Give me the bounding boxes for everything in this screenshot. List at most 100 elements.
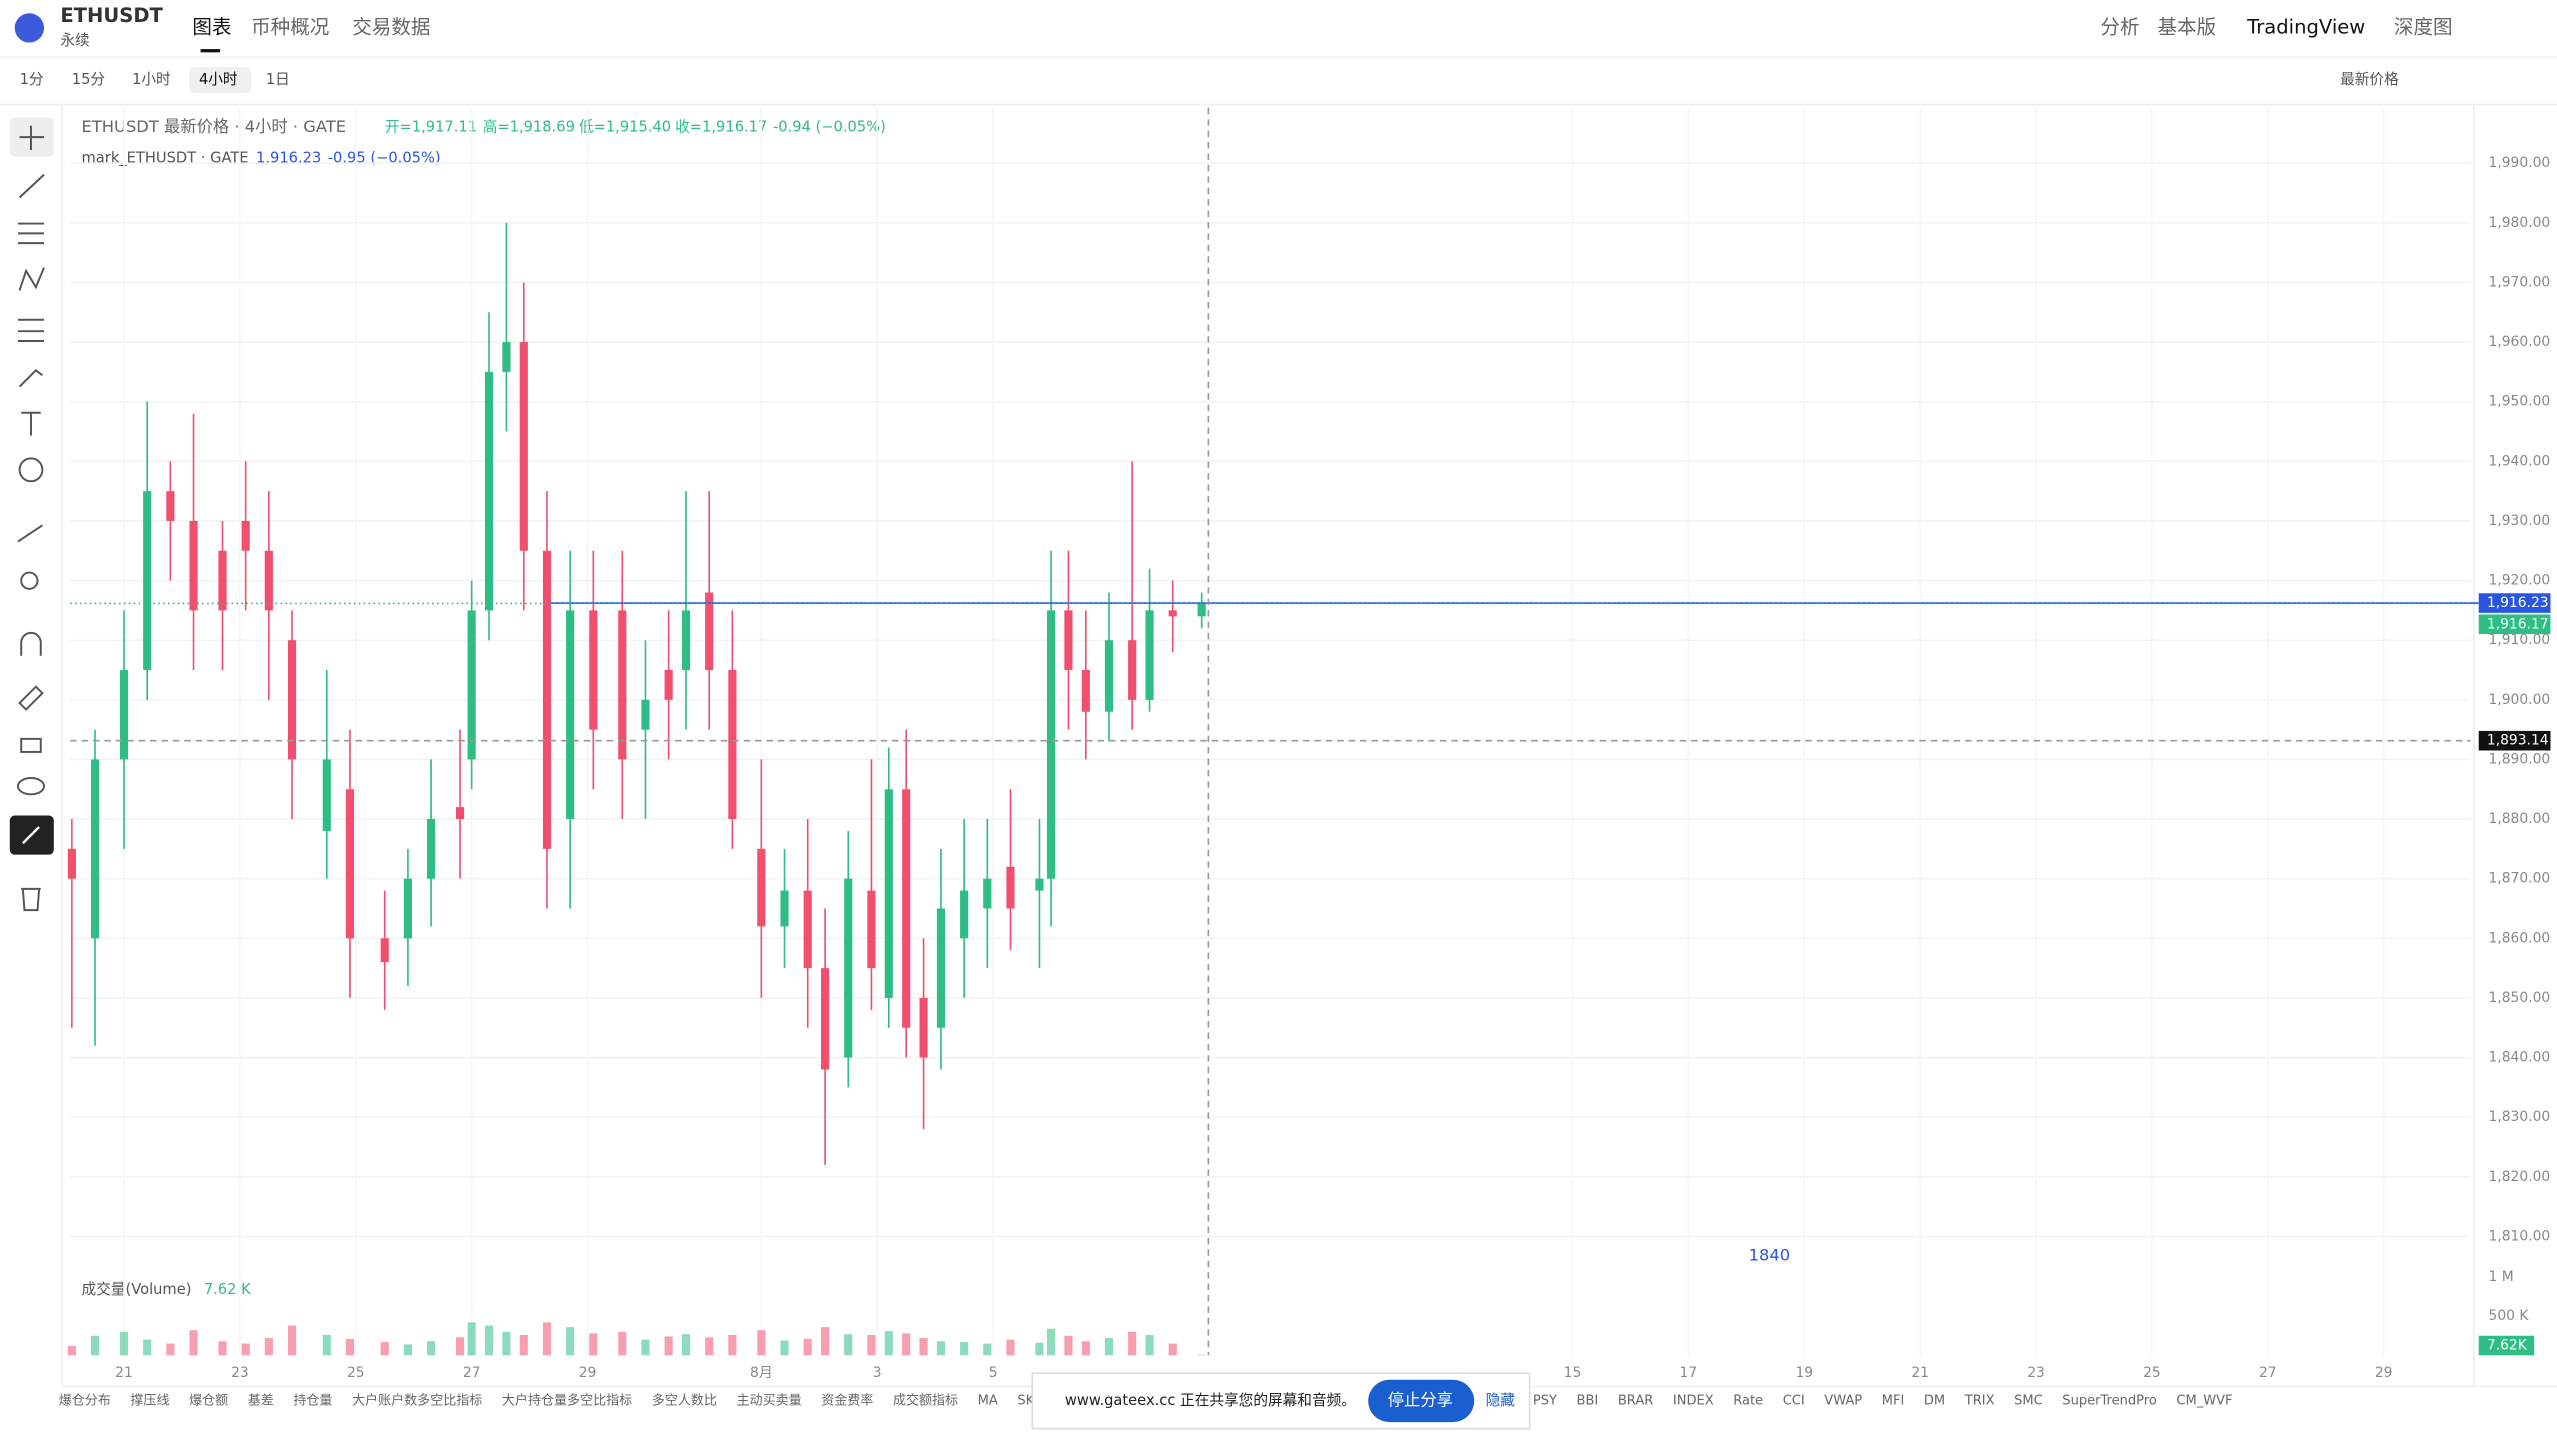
indicator-tab[interactable]: 爆仓分布 xyxy=(59,1393,111,1408)
tab[interactable]: 交易数据 xyxy=(352,15,430,38)
indicator-tab[interactable]: 多空人数比 xyxy=(652,1392,717,1408)
interval[interactable]: 4小时 xyxy=(199,71,238,88)
candle-body xyxy=(867,890,876,969)
indicator-tab[interactable]: DM xyxy=(1924,1393,1945,1408)
price-source[interactable]: 最新价格 xyxy=(2340,71,2399,88)
indicator-tab[interactable]: 资金费率 xyxy=(821,1392,873,1408)
tool-brush[interactable] xyxy=(18,369,43,388)
volume-bar xyxy=(67,1345,76,1356)
indicator-tab[interactable]: BRAR xyxy=(1618,1393,1653,1408)
y-tick-label: 1,890.00 xyxy=(2489,751,2551,767)
candle-body xyxy=(641,699,650,730)
volume-bar xyxy=(664,1336,673,1356)
candle-body xyxy=(1035,878,1044,891)
tool-fib[interactable] xyxy=(17,318,45,342)
volume-tick-label: 1 M xyxy=(2489,1269,2514,1285)
tool-lock-draw[interactable] xyxy=(18,685,44,711)
volume-bar xyxy=(1145,1334,1154,1356)
indicator-tab[interactable]: SMC xyxy=(2014,1393,2043,1408)
indicator-tab[interactable]: 大户持仓量多空比指标 xyxy=(502,1392,632,1408)
share-text: www.gateex.cc 正在共享您的屏幕和音频。 xyxy=(1065,1392,1356,1409)
volume-bar xyxy=(705,1337,714,1356)
tool-ruler[interactable] xyxy=(17,524,43,543)
y-tick-label: 1,940.00 xyxy=(2489,453,2551,469)
tab[interactable]: 币种概况 xyxy=(251,15,329,38)
tool-lock[interactable] xyxy=(20,737,42,753)
volume-bar xyxy=(821,1327,830,1356)
legend-high: 高=1,918.69 xyxy=(483,118,575,135)
interval[interactable]: 15分 xyxy=(72,71,106,88)
tool-link xyxy=(21,826,41,845)
volume-bar xyxy=(757,1330,766,1356)
volume-label-bg xyxy=(2478,1335,2535,1356)
tab[interactable]: 图表 xyxy=(192,15,231,38)
y-tick-label: 1,810.00 xyxy=(2489,1228,2551,1244)
volume-bar xyxy=(1104,1338,1114,1356)
tool-text[interactable] xyxy=(21,411,41,436)
top-link[interactable]: 基本版 xyxy=(2157,15,2216,38)
tool-channel[interactable] xyxy=(17,222,45,245)
indicator-tab[interactable]: 基差 xyxy=(248,1393,274,1408)
interval[interactable]: 1小时 xyxy=(132,71,171,88)
candle-body xyxy=(1168,610,1177,617)
tool-line[interactable] xyxy=(18,173,45,199)
x-tick-label: 29 xyxy=(579,1365,597,1381)
indicator-tab[interactable]: MFI xyxy=(1882,1393,1905,1408)
top-link[interactable]: TradingView xyxy=(2246,15,2365,38)
drawing-tools[interactable] xyxy=(9,117,54,912)
price-label: 1,893.14 xyxy=(2487,733,2549,749)
volume-bar xyxy=(960,1341,969,1356)
indicator-tab[interactable]: 主动买卖量 xyxy=(737,1393,802,1408)
indicator-tab[interactable]: 成交额指标 xyxy=(893,1392,958,1408)
candle-body xyxy=(241,520,250,551)
tool-zoom[interactable] xyxy=(20,571,39,590)
indicator-tab[interactable]: SuperTrendPro xyxy=(2062,1393,2157,1408)
x-tick-label: 23 xyxy=(2027,1365,2045,1381)
indicator-tab[interactable]: PSY xyxy=(1533,1393,1557,1408)
interval[interactable]: 1日 xyxy=(266,71,290,88)
indicator-tab[interactable]: INDEX xyxy=(1673,1393,1714,1408)
volume-bar xyxy=(218,1341,227,1356)
indicator-tab[interactable]: BBI xyxy=(1577,1393,1599,1408)
candle-body xyxy=(919,997,928,1058)
tool-trash[interactable] xyxy=(21,887,41,912)
tool-cross[interactable] xyxy=(19,125,45,151)
indicator-tab[interactable]: CM_WVF xyxy=(2176,1393,2232,1408)
candle-body xyxy=(983,878,992,909)
tool-magnet[interactable] xyxy=(20,631,42,656)
indicator-tab[interactable]: 撑压线 xyxy=(130,1393,169,1408)
indicator-tab[interactable]: CCI xyxy=(1783,1393,1805,1408)
top-link[interactable]: 分析 xyxy=(2100,15,2139,38)
indicator-tab[interactable]: 持仓量 xyxy=(293,1393,332,1408)
hide-link[interactable]: 隐藏 xyxy=(1486,1392,1516,1409)
candle-body xyxy=(960,890,969,939)
y-tick-label: 1,870.00 xyxy=(2489,871,2551,887)
indicator-tab[interactable]: 爆仓额 xyxy=(189,1393,228,1408)
stop-button[interactable] xyxy=(1368,1379,1475,1423)
candle-body xyxy=(467,610,476,760)
y-tick-label: 1,840.00 xyxy=(2489,1050,2551,1066)
volume-bar xyxy=(936,1341,946,1356)
x-tick-label: 29 xyxy=(2375,1365,2393,1381)
tool-eye[interactable] xyxy=(16,777,46,796)
volume-bar xyxy=(884,1331,893,1356)
tool-emoji[interactable] xyxy=(18,457,44,483)
stop-label[interactable]: 停止分享 xyxy=(1388,1390,1453,1409)
price-label-bg xyxy=(2478,614,2551,635)
price-label: 1,916.23 xyxy=(2487,595,2549,611)
indicator-tab[interactable]: MA xyxy=(978,1393,998,1408)
candle-body xyxy=(119,670,129,760)
volume-bar xyxy=(519,1334,528,1356)
indicator-tab[interactable]: 大户账户数多空比指标 xyxy=(352,1392,482,1408)
x-tick-label: 19 xyxy=(1795,1365,1813,1381)
tool-pattern[interactable] xyxy=(18,267,45,291)
symbol[interactable]: ETHUSDT xyxy=(60,4,163,27)
indicator-tab[interactable]: Rate xyxy=(1733,1393,1763,1408)
candle-body xyxy=(345,789,355,939)
candle-body xyxy=(519,342,528,551)
interval[interactable]: 1分 xyxy=(20,71,44,88)
candle-body xyxy=(1064,610,1073,671)
indicator-tab[interactable]: VWAP xyxy=(1824,1393,1862,1408)
top-link[interactable]: 深度图 xyxy=(2394,15,2453,38)
indicator-tab[interactable]: TRIX xyxy=(1964,1393,1995,1408)
